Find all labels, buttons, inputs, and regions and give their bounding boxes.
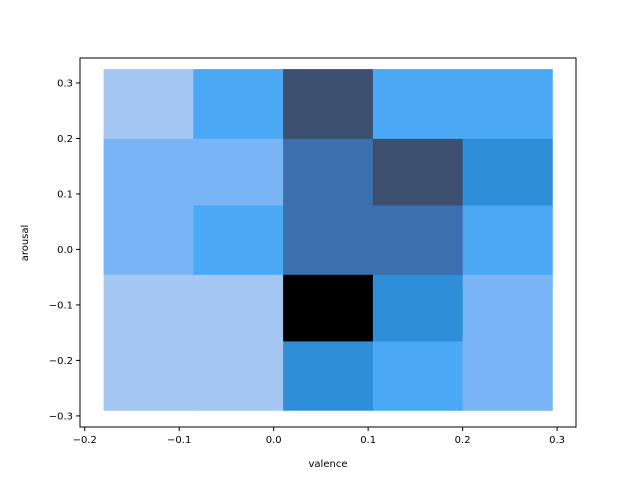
heatmap-cell-r1-c0 (103, 274, 194, 342)
heatmap-cell-r4-c0 (103, 69, 194, 139)
heatmap-cell-r3-c1 (193, 138, 284, 206)
x-axis-label: valence (309, 459, 348, 470)
heatmap-cells (103, 69, 553, 411)
heatmap-cell-r3-c4 (462, 138, 553, 206)
heatmap-cell-r3-c2 (283, 138, 374, 206)
x-tick-label: 0.0 (266, 435, 282, 446)
heatmap-cell-r0-c4 (462, 340, 553, 411)
heatmap-cell-r4-c3 (372, 69, 464, 139)
x-tick-label: 0.3 (549, 435, 565, 446)
heatmap-cell-r2-c4 (462, 205, 553, 275)
heatmap-cell-r1-c2 (283, 274, 374, 342)
y-axis-ticks: −0.3 −0.2 −0.1 0.0 0.1 0.2 0.3 (49, 78, 80, 422)
heatmap-cell-r2-c3 (372, 205, 464, 275)
y-axis-label: arousal (20, 225, 31, 262)
x-tick-label: 0.2 (455, 435, 471, 446)
heatmap-cell-r4-c4 (462, 69, 553, 139)
axes-frame (79, 57, 577, 428)
y-tick-label: −0.2 (49, 356, 73, 367)
x-tick-label: −0.2 (73, 435, 97, 446)
y-tick-label: 0.0 (57, 245, 73, 256)
x-tick-label: 0.1 (360, 435, 376, 446)
heatmap-cell-r2-c0 (103, 205, 194, 275)
heatmap-cell-r4-c1 (193, 69, 284, 139)
y-tick-label: 0.2 (57, 134, 73, 145)
y-tick-label: 0.1 (57, 189, 73, 200)
y-tick-label: −0.1 (49, 300, 73, 311)
heatmap-cell-r0-c0 (103, 340, 194, 411)
heatmap-cell-r3-c0 (103, 138, 194, 206)
heatmap-cell-r1-c3 (372, 274, 464, 342)
heatmap-cell-r3-c3 (372, 138, 464, 206)
y-tick-label: −0.3 (49, 411, 73, 422)
heatmap-cell-r4-c2 (283, 69, 374, 139)
heatmap-cell-r1-c4 (462, 274, 553, 342)
heatmap-cell-r2-c1 (193, 205, 284, 275)
heatmap-cell-r2-c2 (283, 205, 374, 275)
heatmap-cell-r0-c3 (372, 340, 464, 411)
heatmap-cell-r0-c2 (283, 340, 374, 411)
x-tick-label: −0.1 (167, 435, 191, 446)
heatmap-cell-r1-c1 (193, 274, 284, 342)
x-axis-ticks: −0.2 −0.1 0.0 0.1 0.2 0.3 (73, 427, 565, 446)
y-tick-label: 0.3 (57, 78, 73, 89)
heatmap-cell-r0-c1 (193, 340, 284, 411)
